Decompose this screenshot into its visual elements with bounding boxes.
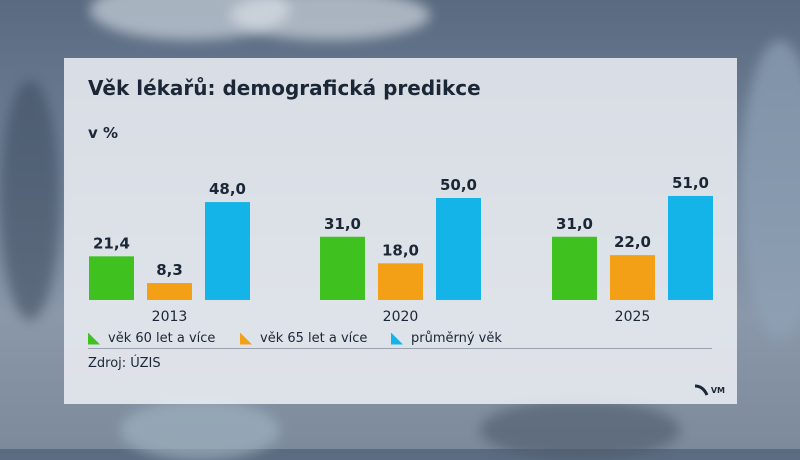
value-label-2020-60: 31,0 (324, 215, 361, 233)
source-note: Zdroj: ÚZIS (88, 356, 161, 371)
background-wall (740, 40, 800, 340)
category-label-2020: 2020 (383, 309, 419, 325)
background-lamp (230, 0, 430, 40)
bar-2013-avg (205, 202, 250, 300)
bar-2025-60 (552, 236, 597, 300)
value-label-2025-65: 22,0 (614, 233, 651, 251)
value-label-2013-avg: 48,0 (209, 180, 246, 198)
legend-item-60: věk 60 let a více (88, 331, 215, 346)
chart-panel: Věk lékařů: demografická predikce v % 21… (64, 58, 737, 404)
bar-2025-avg (668, 195, 713, 300)
background-equipment (0, 80, 60, 320)
value-label-2020-avg: 50,0 (440, 176, 477, 194)
legend-item-65: věk 65 let a více (240, 331, 367, 346)
unit-label: v % (88, 124, 119, 142)
value-label-2020-65: 18,0 (382, 241, 419, 259)
logo-text: VM (710, 385, 725, 395)
chart-title: Věk lékařů: demografická predikce (88, 76, 481, 100)
value-label-2025-avg: 51,0 (672, 174, 709, 192)
legend-swatch-65 (240, 332, 252, 345)
broadcaster-logo: VM (694, 384, 725, 396)
bar-2020-60 (320, 236, 365, 300)
divider (88, 348, 712, 349)
value-label-2025-60: 31,0 (556, 215, 593, 233)
bar-chart: 21,4 8,3 48,0 2013 31,0 18,0 50,0 2020 31,0 22,0 5… (89, 174, 713, 325)
value-label-2013-65: 8,3 (156, 261, 183, 279)
legend-label-60: věk 60 let a více (108, 331, 216, 346)
legend-item-avg: průměrný věk (391, 331, 502, 346)
category-label-2025: 2025 (615, 309, 651, 325)
legend-swatch-60 (88, 332, 100, 345)
legend-label-avg: průměrný věk (411, 331, 502, 346)
logo-icon (694, 384, 709, 396)
background-figure (120, 400, 280, 460)
bar-2025-65 (610, 255, 655, 300)
bar-2013-60 (89, 256, 134, 300)
bar-2013-65 (147, 283, 192, 300)
legend-label-65: věk 65 let a více (260, 331, 368, 346)
category-label-2013: 2013 (152, 309, 188, 325)
bar-2020-avg (436, 198, 481, 300)
value-label-2013-60: 21,4 (93, 234, 130, 252)
legend-swatch-avg (391, 332, 403, 345)
background-figure-2 (480, 400, 680, 460)
bar-2020-65 (378, 263, 423, 300)
